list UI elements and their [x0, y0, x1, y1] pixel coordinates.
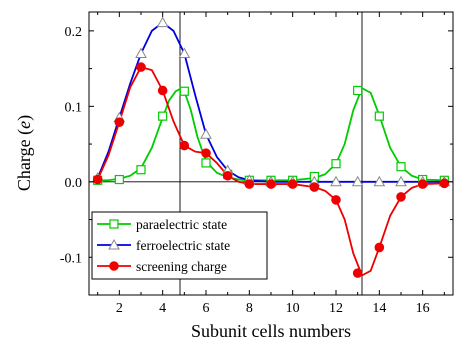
y-axis-title-unit: e — [14, 121, 34, 129]
series-line-1 — [98, 88, 445, 180]
series-1-point — [115, 176, 123, 184]
series-1-point — [397, 163, 405, 171]
legend-marker — [110, 220, 118, 228]
y-axis-title: Charge (e) — [14, 115, 35, 191]
y-tick-label: 0.0 — [65, 176, 83, 191]
series-3-point — [180, 141, 189, 150]
x-tick-label: 12 — [329, 301, 343, 316]
series-3-point — [93, 175, 102, 184]
y-tick-label: 0.2 — [65, 25, 83, 40]
y-axis-title-close: ) — [14, 115, 35, 121]
series-3-point — [245, 180, 254, 189]
series-2-point — [158, 18, 168, 27]
legend: paraelectric state ferroelectric state scr… — [92, 212, 267, 279]
series-3-point — [353, 269, 362, 278]
x-tick-label: 10 — [286, 301, 300, 316]
series-3-point — [202, 149, 211, 158]
legend-label: screening charge — [136, 259, 227, 274]
y-axis-title-main: Charge ( — [14, 129, 35, 191]
series-2-point — [179, 49, 189, 58]
series-3-point — [332, 196, 341, 205]
legend-label: ferroelectric state — [136, 238, 230, 253]
x-tick-label: 4 — [159, 301, 166, 316]
series-3-point — [397, 193, 406, 202]
x-tick-label: 8 — [246, 301, 253, 316]
series-1-point — [202, 159, 210, 167]
series-3-point — [310, 183, 319, 192]
series-2-point — [201, 129, 211, 138]
series-3-point — [375, 243, 384, 252]
series-1-point — [354, 86, 362, 94]
series-3-point — [137, 63, 146, 72]
series-3-point — [440, 179, 449, 188]
series-line-2 — [98, 23, 445, 182]
y-tick-label: -0.1 — [60, 251, 82, 266]
x-tick-label: 14 — [372, 301, 386, 316]
series-3-point — [267, 180, 276, 189]
x-tick-label: 2 — [116, 301, 123, 316]
legend-marker — [110, 262, 119, 271]
x-tick-label: 16 — [416, 301, 430, 316]
series-3-point — [158, 86, 167, 95]
series-2-point — [136, 49, 146, 58]
series-3-point — [418, 180, 427, 189]
series-3-point — [288, 180, 297, 189]
x-axis-title: Subunit cells numbers — [191, 321, 351, 341]
series-3-point — [115, 118, 124, 127]
series-1-point — [137, 166, 145, 174]
series-3-point — [223, 171, 232, 180]
series-1-point — [180, 87, 188, 95]
y-tick-label: 0.1 — [65, 100, 83, 115]
series-1-point — [332, 160, 340, 168]
series-1-point — [375, 112, 383, 120]
legend-label: paraelectric state — [136, 217, 227, 232]
x-tick-label: 6 — [203, 301, 210, 316]
series-1-point — [159, 112, 167, 120]
